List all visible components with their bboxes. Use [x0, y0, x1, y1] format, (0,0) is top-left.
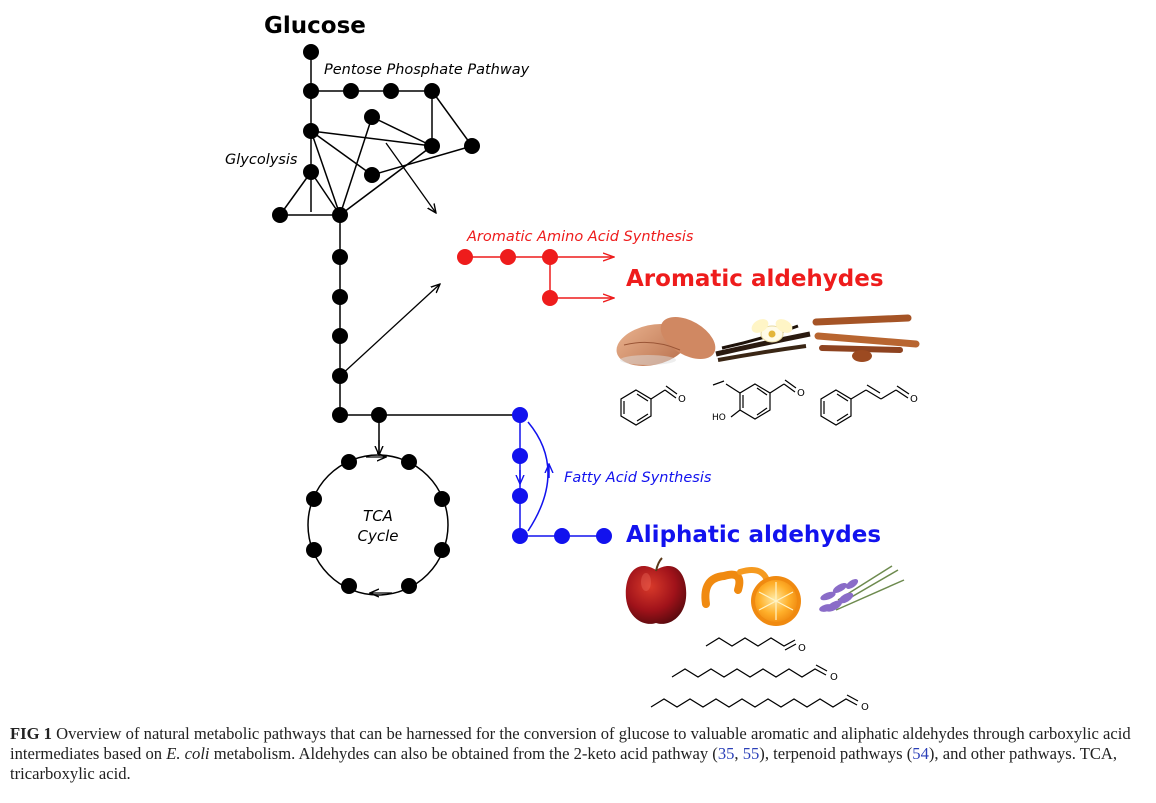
- tca-label-line2: Cycle: [358, 527, 399, 545]
- tca-node: [434, 542, 450, 558]
- node: [272, 207, 288, 223]
- tca-node: [401, 578, 417, 594]
- node: [500, 249, 516, 265]
- aliphatic-metabolite-nodes: [512, 407, 612, 544]
- tca-node: [306, 491, 322, 507]
- dodecanal-oxygen: O: [861, 702, 869, 713]
- node: [303, 164, 319, 180]
- decanal-oxygen: O: [830, 672, 838, 683]
- node: [332, 207, 348, 223]
- hexanal-oxygen: O: [798, 643, 806, 654]
- node: [364, 109, 380, 125]
- ppp-label: Pentose Phosphate Pathway: [324, 62, 530, 78]
- almond-image: [616, 316, 716, 366]
- caption-label: FIG 1: [10, 724, 52, 743]
- node: [542, 290, 558, 306]
- node: [512, 407, 528, 423]
- node: [332, 328, 348, 344]
- node: [383, 83, 399, 99]
- vanillin-ho: HO: [712, 413, 726, 423]
- glycolysis-label: Glycolysis: [225, 152, 298, 168]
- node: [303, 83, 319, 99]
- caption-text-1: Overview of natural metabolic pathways t…: [10, 724, 1131, 763]
- metabolic-pathway-figure: Glucose Pentose Phosphate Pathway Glycol…: [225, 13, 920, 713]
- node: [364, 167, 380, 183]
- caption-text-2: metabolism. Aldehydes can also be obtain…: [209, 744, 718, 763]
- node: [596, 528, 612, 544]
- aas-label: Aromatic Amino Acid Synthesis: [466, 229, 694, 245]
- node: [332, 368, 348, 384]
- decanal-structure: [671, 664, 828, 678]
- tca-label-line1: TCA: [363, 507, 393, 525]
- node: [424, 138, 440, 154]
- node: [512, 448, 528, 464]
- node: [457, 249, 473, 265]
- vanilla-image: [715, 319, 811, 362]
- node: [303, 44, 319, 60]
- node: [464, 138, 480, 154]
- caption-ref-35[interactable]: 35: [717, 744, 735, 763]
- apple-image: [625, 557, 687, 624]
- node: [554, 528, 570, 544]
- tca-node: [434, 491, 450, 507]
- dodecanal-structure: [650, 694, 859, 708]
- cinnamaldehyde-oxygen: O: [910, 394, 918, 405]
- caption-ref-54[interactable]: 54: [912, 744, 929, 763]
- lavender-image: [819, 565, 905, 612]
- tca-node: [341, 454, 357, 470]
- cinnamaldehyde-structure: [820, 384, 910, 426]
- caption-sep: ,: [734, 744, 743, 763]
- benzaldehyde-structure: [620, 385, 678, 426]
- glucose-label: Glucose: [264, 13, 366, 39]
- node: [512, 528, 528, 544]
- cinnamon-image: [812, 314, 920, 362]
- node: [332, 289, 348, 305]
- vanillin-aldehyde-oxygen: O: [797, 388, 805, 399]
- figure-caption: FIG 1 Overview of natural metabolic path…: [10, 724, 1146, 784]
- orange-image: [701, 567, 801, 626]
- tca-node: [401, 454, 417, 470]
- core-pathway-arrows: [339, 142, 440, 593]
- caption-text-4: ), and other pathways. TCA, tricarboxyli…: [10, 744, 1118, 783]
- core-metabolite-nodes: [272, 44, 480, 594]
- vanillin-structure: [712, 379, 797, 420]
- aromatic-metabolite-nodes: [457, 249, 558, 306]
- caption-organism: E. coli: [166, 744, 210, 763]
- hexanal-structure: [705, 637, 797, 651]
- node: [303, 123, 319, 139]
- caption-text-3: ), terpenoid pathways (: [759, 744, 913, 763]
- node: [542, 249, 558, 265]
- caption-ref-55[interactable]: 55: [742, 744, 760, 763]
- tca-node: [341, 578, 357, 594]
- node: [424, 83, 440, 99]
- node: [343, 83, 359, 99]
- node: [371, 407, 387, 423]
- tca-node: [306, 542, 322, 558]
- aromatic-pathway-edges: [465, 257, 614, 298]
- node: [332, 249, 348, 265]
- benzaldehyde-oxygen: O: [678, 394, 686, 405]
- aromatic-title: Aromatic aldehydes: [626, 266, 884, 292]
- node: [512, 488, 528, 504]
- node: [332, 407, 348, 423]
- fas-label: Fatty Acid Synthesis: [564, 470, 712, 486]
- aliphatic-title: Aliphatic aldehydes: [626, 522, 881, 548]
